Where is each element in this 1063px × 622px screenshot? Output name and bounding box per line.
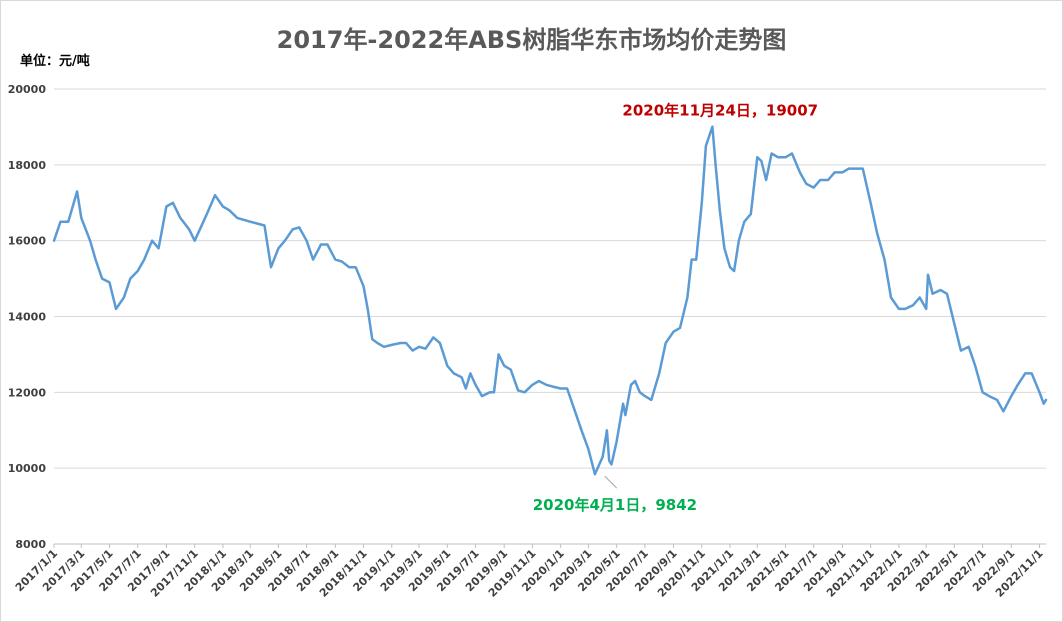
gridlines xyxy=(54,88,1046,545)
unit-label: 单位：元/吨 xyxy=(20,54,90,69)
annotations: 2020年11月24日，19007 2020年4月1日，9842 xyxy=(533,102,818,515)
y-axis-ticks: 8000 10000 12000 14000 16000 18000 20000 xyxy=(8,83,47,551)
y-tick-label: 8000 xyxy=(15,538,46,551)
series-line xyxy=(52,125,1048,476)
annotation-max: 2020年11月24日，19007 xyxy=(622,102,818,120)
series-layer xyxy=(52,125,1048,476)
annotation-min: 2020年4月1日，9842 xyxy=(533,496,697,514)
annotation-leader-line xyxy=(604,475,618,489)
chart-title: 2017年-2022年ABS树脂华东市场均价走势图 xyxy=(276,26,787,54)
y-tick-label: 12000 xyxy=(8,386,47,399)
y-tick-label: 16000 xyxy=(8,235,47,248)
y-tick-label: 20000 xyxy=(8,83,47,96)
y-tick-label: 10000 xyxy=(8,462,47,475)
y-tick-label: 18000 xyxy=(8,159,47,172)
x-axis-ticks: 2017/1/12017/3/12017/5/12017/7/12017/9/1… xyxy=(13,544,1046,600)
y-tick-label: 14000 xyxy=(8,311,47,324)
